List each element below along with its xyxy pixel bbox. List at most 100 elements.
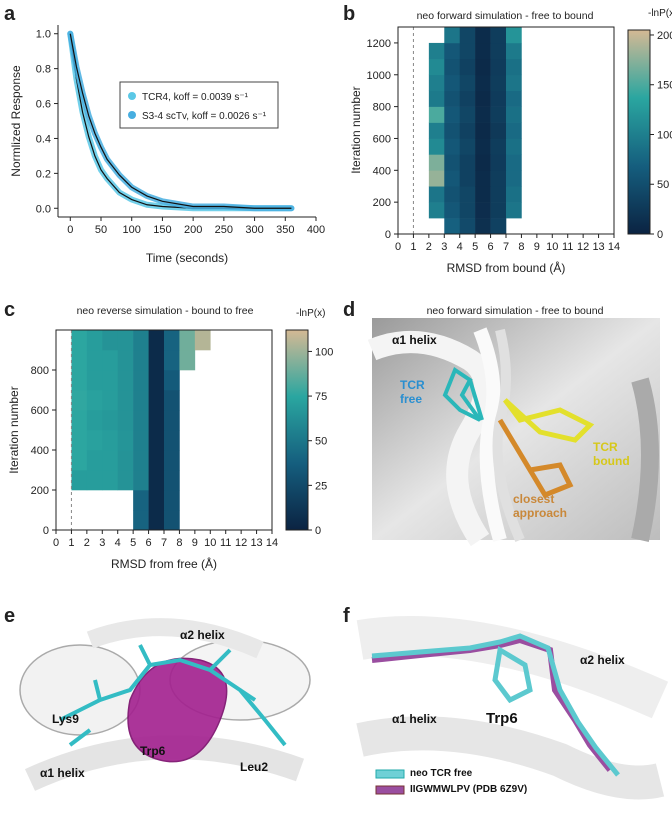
heatmap-cell <box>490 106 507 123</box>
heatmap-cell <box>459 90 476 107</box>
x-tick-label: 0 <box>395 241 401 253</box>
x-axis-label: RMSD from bound (Å) <box>447 260 566 275</box>
heatmap-cell <box>164 410 180 431</box>
heatmap-cell <box>459 154 476 171</box>
x-axis-label: RMSD from free (Å) <box>111 556 217 571</box>
y-tick-label: 600 <box>31 405 49 417</box>
fit-line <box>69 33 292 209</box>
x-tick-label: 13 <box>592 241 604 253</box>
heatmap-cell <box>459 58 476 76</box>
heatmap-cell <box>117 370 134 391</box>
heatmap-cell <box>428 122 445 139</box>
x-tick-label: 4 <box>457 241 463 253</box>
x-tick-label: 8 <box>176 537 182 549</box>
heatmap-cell <box>475 218 491 235</box>
structure-label: Leu2 <box>240 760 269 774</box>
heatmap-cell <box>428 138 445 155</box>
heatmap-cell <box>102 470 119 491</box>
heatmap-cell <box>148 490 165 511</box>
structure-label: α2 helix <box>180 628 225 642</box>
heatmap-cell <box>506 202 522 219</box>
y-tick-label: 0.2 <box>36 168 51 180</box>
heatmap-cell <box>133 490 149 511</box>
structure-label: α1 helix <box>392 712 437 726</box>
heatmap-cell <box>428 74 445 91</box>
heatmap-cell <box>459 27 476 44</box>
heatmap-cell <box>428 42 445 60</box>
structure-label: closest approach <box>513 492 568 520</box>
y-tick-label: 1200 <box>367 38 391 50</box>
heatmap-cell <box>459 42 476 60</box>
heatmap-cell <box>506 186 522 203</box>
y-tick-label: 1.0 <box>36 29 51 41</box>
heatmap-cell <box>133 430 149 451</box>
x-axis-label: Time (seconds) <box>146 251 228 265</box>
x-tick-label: 0 <box>67 224 73 236</box>
structure-d <box>367 318 660 547</box>
heatmap-cell <box>459 74 476 91</box>
colorbar-tick-label: 0 <box>657 229 663 241</box>
legend-label: TCR4, koff = 0.0039 s⁻¹ <box>142 92 249 103</box>
x-tick-label: 150 <box>153 224 171 236</box>
heatmap-cell <box>506 138 522 155</box>
heatmap-cell <box>490 186 507 203</box>
y-axis-label: Normlized Response <box>9 65 23 177</box>
structure-label: TCR bound <box>593 440 630 468</box>
x-tick-label: 14 <box>266 537 278 549</box>
y-tick-label: 0.6 <box>36 99 51 111</box>
heatmap-cell <box>506 74 522 91</box>
x-tick-label: 3 <box>441 241 447 253</box>
heatmap-cell <box>102 370 119 391</box>
y-tick-label: 0.4 <box>36 133 51 145</box>
x-tick-label: 3 <box>99 537 105 549</box>
heatmap-cell <box>133 350 149 371</box>
heatmap-cell <box>117 430 134 451</box>
heatmap-cell <box>475 122 491 139</box>
heatmap-cell <box>444 202 461 219</box>
heatmap-cell <box>475 138 491 155</box>
colorbar-tick-label: 200 <box>657 30 672 42</box>
x-tick-label: 6 <box>146 537 152 549</box>
heatmap-cell <box>490 58 507 76</box>
panel-letter: a <box>4 3 16 25</box>
x-tick-label: 10 <box>204 537 216 549</box>
heatmap-cell <box>148 370 165 391</box>
heatmap-cell <box>86 410 103 431</box>
heatmap-cell <box>179 330 196 351</box>
x-tick-label: 11 <box>562 241 573 253</box>
heatmap-cell <box>459 138 476 155</box>
heatmap-cell <box>490 170 507 187</box>
heatmap-cell <box>102 330 119 351</box>
heatmap-cell <box>71 470 88 491</box>
heatmap-cell <box>102 410 119 431</box>
heatmap-cell <box>490 74 507 91</box>
x-tick-label: 12 <box>577 241 589 253</box>
heatmap-cell <box>148 390 165 411</box>
x-tick-label: 50 <box>95 224 107 236</box>
y-tick-label: 400 <box>373 165 391 177</box>
colorbar <box>285 329 309 531</box>
heatmap-cell <box>506 42 522 60</box>
y-axis-label: Iteration number <box>349 86 363 173</box>
heatmap-cell <box>71 410 88 431</box>
x-tick-label: 2 <box>84 537 90 549</box>
heatmap-cell <box>71 330 88 351</box>
heatmap-cell <box>475 58 491 76</box>
heatmap-cell <box>148 350 165 371</box>
heatmap-cell <box>86 350 103 371</box>
heatmap-cell <box>117 470 134 491</box>
heatmap-cell <box>459 122 476 139</box>
colorbar <box>627 29 651 235</box>
x-tick-label: 13 <box>250 537 262 549</box>
heatmap-cell <box>490 122 507 139</box>
x-tick-label: 1 <box>68 537 74 549</box>
heatmap-cell <box>71 450 88 471</box>
heatmap-cell <box>490 138 507 155</box>
heatmap-cell <box>475 154 491 171</box>
x-tick-label: 0 <box>53 537 59 549</box>
heatmap-cell <box>86 370 103 391</box>
heatmap-cell <box>164 470 180 491</box>
heatmap-cell <box>475 186 491 203</box>
x-tick-label: 11 <box>220 537 231 549</box>
x-tick-label: 250 <box>215 224 233 236</box>
